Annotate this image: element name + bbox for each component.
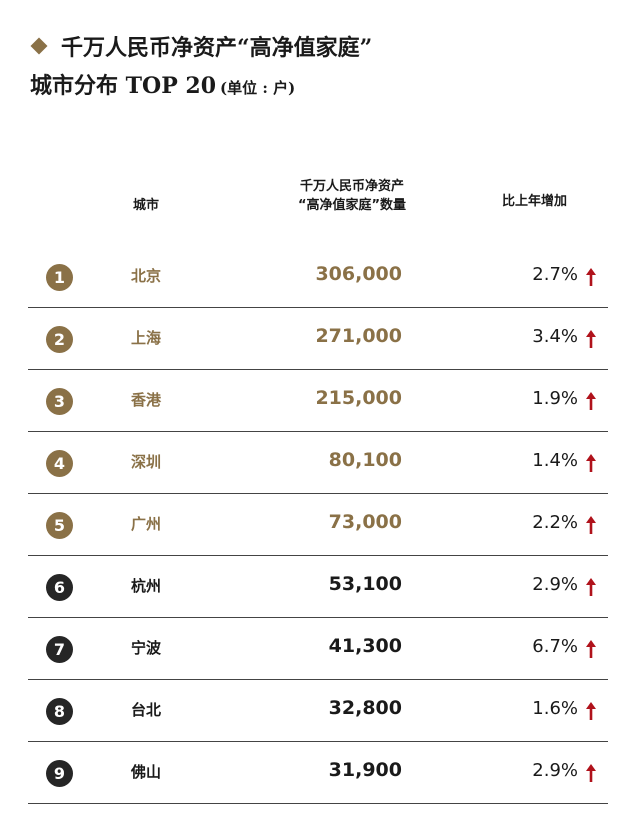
city-name: 佛山 <box>131 763 162 781</box>
city-name: 台北 <box>131 701 162 719</box>
header-count-line1: 千万人民币净资产 <box>299 179 404 194</box>
header-growth: 比上年增加 <box>502 194 568 209</box>
household-count: 306,000 <box>315 263 402 285</box>
rank-badge: 4 <box>46 450 73 477</box>
up-arrow-icon <box>586 330 596 348</box>
city-name: 香港 <box>131 391 162 409</box>
rank-badge: 9 <box>46 760 73 787</box>
diamond-bullet-icon <box>30 37 48 55</box>
growth-rate: 1.4% <box>532 450 578 471</box>
growth-rate: 3.4% <box>532 326 578 347</box>
growth-rate: 6.7% <box>532 636 578 657</box>
up-arrow-icon <box>586 392 596 410</box>
household-count: 32,800 <box>328 697 402 719</box>
city-name: 宁波 <box>131 639 162 657</box>
rank-badge: 1 <box>46 264 73 291</box>
table-row: 4 深圳 80,100 1.4% <box>28 432 608 494</box>
household-count: 271,000 <box>315 325 402 347</box>
ranking-table: 1 北京 306,000 2.7% 2 上海 271,000 3.4% 3 香港 215,000 1.… <box>28 246 608 804</box>
growth-rate: 1.9% <box>532 388 578 409</box>
household-count: 31,900 <box>328 759 402 781</box>
city-name: 杭州 <box>131 577 162 595</box>
rank-badge: 8 <box>46 698 73 725</box>
city-name: 上海 <box>131 329 162 347</box>
rank-badge: 7 <box>46 636 73 663</box>
rank-badge: 3 <box>46 388 73 415</box>
up-arrow-icon <box>586 268 596 286</box>
growth-rate: 2.9% <box>532 574 578 595</box>
household-count: 80,100 <box>328 449 402 471</box>
rank-badge: 6 <box>46 574 73 601</box>
up-arrow-icon <box>586 702 596 720</box>
up-arrow-icon <box>586 516 596 534</box>
rank-badge: 5 <box>46 512 73 539</box>
household-count: 53,100 <box>328 573 402 595</box>
header-city: 城市 <box>133 198 160 213</box>
unit-label: (单位 : 户) <box>220 79 296 97</box>
city-name: 北京 <box>131 267 162 285</box>
table-row: 6 杭州 53,100 2.9% <box>28 556 608 618</box>
table-row: 5 广州 73,000 2.2% <box>28 494 608 556</box>
growth-rate: 1.6% <box>532 698 578 719</box>
household-count: 215,000 <box>315 387 402 409</box>
table-row: 2 上海 271,000 3.4% <box>28 308 608 370</box>
up-arrow-icon <box>586 640 596 658</box>
header-count: 千万人民币净资产 “高净值家庭”数量 <box>282 177 422 215</box>
up-arrow-icon <box>586 578 596 596</box>
city-name: 深圳 <box>131 453 162 471</box>
table-row: 3 香港 215,000 1.9% <box>28 370 608 432</box>
household-count: 73,000 <box>328 511 402 533</box>
table-row: 8 台北 32,800 1.6% <box>28 680 608 742</box>
page-title-line2: 城市分布 TOP 20 (单位 : 户) <box>30 68 295 100</box>
title-text-1: 千万人民币净资产“高净值家庭” <box>61 35 373 61</box>
growth-rate: 2.9% <box>532 760 578 781</box>
growth-rate: 2.7% <box>532 264 578 285</box>
table-row: 7 宁波 41,300 6.7% <box>28 618 608 680</box>
rank-badge: 2 <box>46 326 73 353</box>
title-text-2: 城市分布 TOP 20 <box>30 73 217 99</box>
table-row: 9 佛山 31,900 2.9% <box>28 742 608 804</box>
table-row: 1 北京 306,000 2.7% <box>28 246 608 308</box>
up-arrow-icon <box>586 764 596 782</box>
header-count-line2: “高净值家庭”数量 <box>297 198 407 213</box>
up-arrow-icon <box>586 454 596 472</box>
household-count: 41,300 <box>328 635 402 657</box>
growth-rate: 2.2% <box>532 512 578 533</box>
city-name: 广州 <box>131 515 162 533</box>
page-title-line1: 千万人民币净资产“高净值家庭” <box>30 30 372 62</box>
